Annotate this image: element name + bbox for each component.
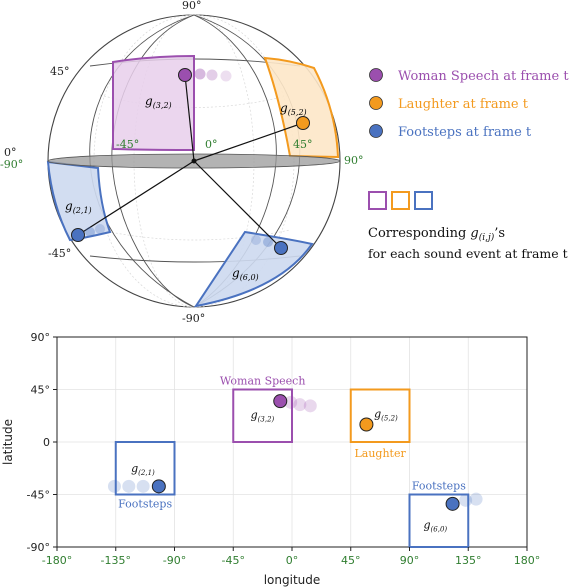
point-7 <box>122 479 136 493</box>
sphere-label-lat-top: 90° <box>182 0 202 12</box>
x-tick-label-3: -45° <box>222 554 245 567</box>
cell-box-2 <box>114 441 176 496</box>
x-tick-label-5: 45° <box>341 554 361 567</box>
sphere-label-lon-p45: 45° <box>293 138 313 151</box>
sphere-cell-label-footsteps-left: g(2,1) <box>65 199 92 215</box>
sphere-point-speech <box>178 68 192 82</box>
cell-caption-3: Footsteps <box>412 480 466 493</box>
y-tick-label-1: 45° <box>31 384 51 397</box>
point-0 <box>273 394 288 409</box>
cell-box-3 <box>408 493 470 548</box>
sphere-label-lat-lower: -45° <box>48 247 71 260</box>
x-tick-label-0: -180° <box>42 554 72 567</box>
legend-label-speech: Woman Speech at frame t <box>398 69 569 84</box>
legend: Woman Speech at frame t Laughter at fram… <box>368 68 569 261</box>
y-tick-label-3: -45° <box>27 489 50 502</box>
point-11 <box>469 492 483 506</box>
y-tick-label-0: 90° <box>31 331 51 344</box>
sphere-cell-label-speech: g(3,2) <box>145 94 172 110</box>
cell-caption-0: Woman Speech <box>220 375 306 388</box>
sphere-center <box>191 158 197 164</box>
sphere-label-lon-zero: 0° <box>205 138 218 151</box>
sphere-vectors <box>77 74 304 249</box>
point-10 <box>459 493 473 507</box>
point-8 <box>107 479 121 493</box>
sphere-label-lat-bottom: -90° <box>182 312 205 325</box>
x-tick-label-8: 180° <box>514 554 541 567</box>
legend-box-speech <box>368 191 387 210</box>
sphere-cell-label-laughter: g(5,2) <box>280 101 307 117</box>
chart-x-ticks: -180° -135° -90° -45° 0° 45° 90° 135° 180° <box>42 547 540 567</box>
legend-box-footsteps <box>414 191 433 210</box>
cell-caption-2: Footsteps <box>118 498 172 511</box>
cell-caption-1: Laughter <box>354 447 406 460</box>
chart-y-ticks: 90° 45° 0 -45° -90° <box>27 331 57 554</box>
sphere-label-lon-m45: -45° <box>116 138 139 151</box>
point-1 <box>284 395 298 409</box>
sphere-label-lat-upper: 45° <box>50 65 70 78</box>
sphere-label-lat-equator: 0° <box>4 146 17 159</box>
point-2 <box>293 398 307 412</box>
sphere-cell-laughter <box>263 56 340 159</box>
chart-y-axis-label: latitude <box>1 419 15 465</box>
sphere-point-footsteps-bottom <box>274 241 288 255</box>
legend-caption-line1: Corresponding g(i,j)’s <box>368 226 505 243</box>
legend-box-laughter <box>391 191 410 210</box>
sphere-trailing-dots <box>85 68 273 247</box>
x-tick-label-4: 0° <box>286 554 299 567</box>
cell-label-1: g(5,2) <box>374 408 398 423</box>
sphere-label-lon-west: -90° <box>0 158 23 171</box>
point-5 <box>151 479 166 494</box>
chart-cell-boxes: g(3,2) Woman Speech g(5,2) Laughter g(2,1) Fo… <box>114 375 470 548</box>
legend-marker-speech <box>369 68 383 82</box>
point-3 <box>303 399 317 413</box>
chart-x-axis-label: longitude <box>264 573 321 587</box>
legend-label-footsteps: Footsteps at frame t <box>398 125 532 140</box>
cell-label-2: g(2,1) <box>131 462 155 477</box>
sphere-cell-label-footsteps-bottom: g(6,0) <box>232 266 259 282</box>
legend-caption-line2: for each sound event at frame t <box>368 246 568 261</box>
x-tick-label-2: -90° <box>163 554 186 567</box>
sphere-point-laughter <box>296 116 310 130</box>
point-4 <box>359 417 374 432</box>
sphere-diagram: g(3,2) g(5,2) g(2,1) g(6,0) 90° 45° 0° -… <box>0 0 364 325</box>
sphere-cell-speech <box>112 54 195 152</box>
chart-points <box>107 394 483 511</box>
legend-marker-footsteps <box>369 124 383 138</box>
sphere-cell-footsteps-left <box>46 160 112 242</box>
point-9 <box>445 496 460 511</box>
sphere-label-lon-east: 90° <box>344 154 364 167</box>
y-tick-label-2: 0 <box>43 436 50 449</box>
point-6 <box>136 479 150 493</box>
x-tick-label-1: -135° <box>101 554 131 567</box>
cell-label-3: g(6,0) <box>424 519 448 534</box>
legend-label-laughter: Laughter at frame t <box>398 97 529 112</box>
legend-marker-laughter <box>369 96 383 110</box>
sphere-point-footsteps-left <box>71 228 85 242</box>
x-tick-label-6: 90° <box>400 554 420 567</box>
cell-box-0 <box>232 388 293 443</box>
x-tick-label-7: 135° <box>455 554 482 567</box>
cell-box-1 <box>349 388 411 443</box>
lat-lon-chart: g(3,2) Woman Speech g(5,2) Laughter g(2,1) Fo… <box>1 331 540 587</box>
cell-label-0: g(3,2) <box>251 409 275 424</box>
y-tick-label-4: -90° <box>27 541 50 554</box>
